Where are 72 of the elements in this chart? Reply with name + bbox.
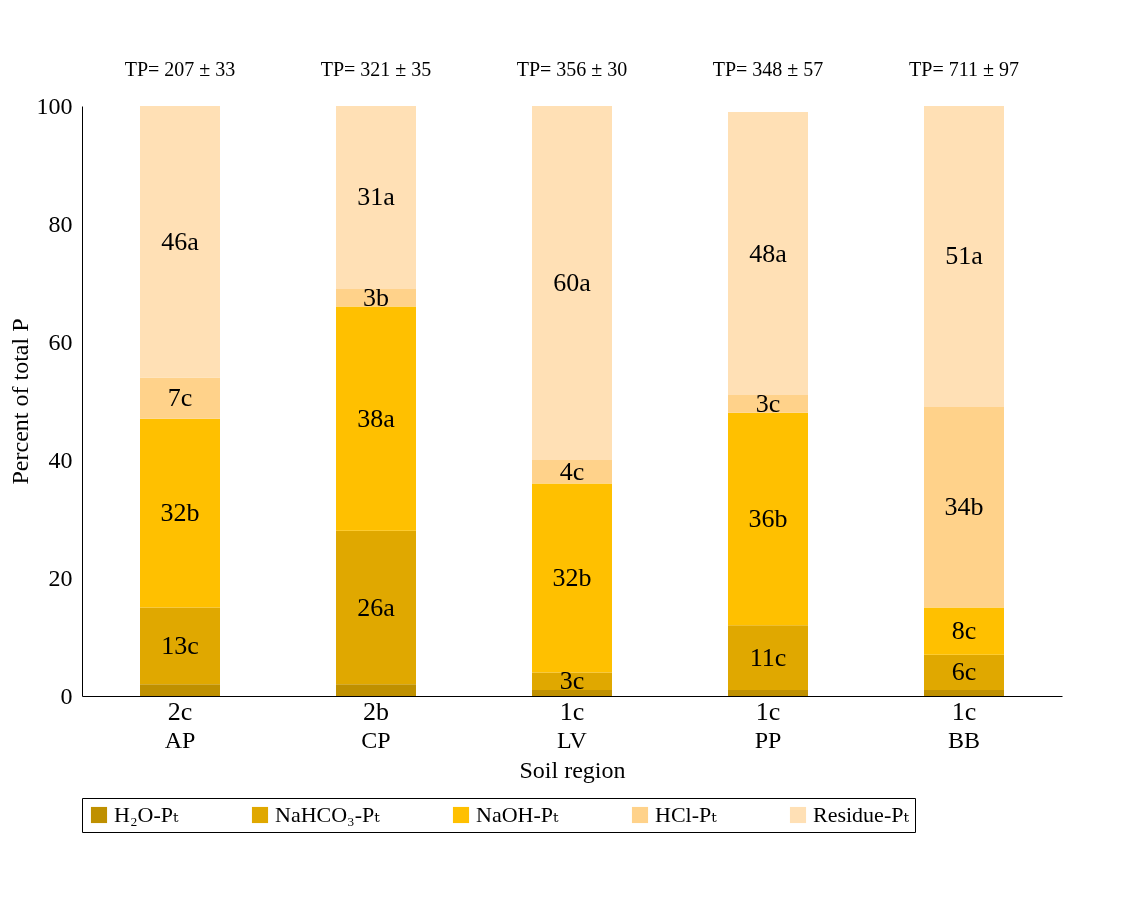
x-tick-label: CP <box>361 726 391 753</box>
bar <box>924 106 1004 407</box>
x-tick-label: LV <box>557 726 588 753</box>
data-label: 11c <box>749 642 787 672</box>
bar <box>728 625 808 691</box>
data-label: 2c <box>167 697 193 726</box>
data-label: 1c <box>755 697 781 726</box>
data-label: 31a <box>357 182 396 212</box>
y-tick-label: 40 <box>48 446 73 473</box>
y-tick-label: 20 <box>48 564 73 591</box>
y-tick-label: 0 <box>60 682 73 709</box>
bar <box>532 460 612 484</box>
data-label: 1c <box>559 697 585 726</box>
legend-label: HCl-Pₜ <box>655 802 718 827</box>
data-label: 51a <box>945 241 984 271</box>
data-label: 2b <box>363 697 389 726</box>
data-label: 6c <box>951 657 977 687</box>
text: TP= 207 ± 33 <box>124 58 236 80</box>
bar <box>336 306 416 531</box>
bar <box>532 106 612 460</box>
text: TP= 711 ± 97 <box>909 58 1019 80</box>
x-tick-label: AP <box>164 726 196 753</box>
bar <box>532 672 612 691</box>
legend-label: NaHCO₃-Pₜ <box>275 802 381 827</box>
bar <box>728 412 808 626</box>
bar <box>924 406 1004 608</box>
data-label: 4c <box>559 456 585 486</box>
text: TP= 348 ± 57 <box>712 58 824 80</box>
data-label: 60a <box>553 268 592 297</box>
legend-label: NaOH-Pₜ <box>476 802 559 827</box>
data-label: 48a <box>749 238 788 268</box>
bar <box>336 684 416 696</box>
x-tick-label: PP <box>754 726 782 753</box>
bar <box>728 395 808 413</box>
legend-label: Residue-Pₜ <box>813 802 910 827</box>
y-tick-label: 60 <box>48 328 73 355</box>
data-label: 46a <box>161 226 200 256</box>
bar <box>728 690 808 696</box>
bar <box>140 377 220 419</box>
bar <box>336 530 416 685</box>
y-tick-label: 100 <box>36 92 73 119</box>
data-label: 8c <box>951 616 977 646</box>
bar <box>924 654 1004 691</box>
x-axis-title: Soil region <box>519 756 626 783</box>
bar <box>140 418 220 608</box>
bar <box>532 483 612 673</box>
data-label: 3b <box>363 282 389 312</box>
bar <box>924 690 1004 696</box>
text: TP= 321 ± 35 <box>320 58 432 80</box>
data-label: 13c <box>161 630 199 660</box>
data-label: 3c <box>559 666 585 696</box>
bar <box>532 690 612 696</box>
data-label: 34b <box>944 492 984 522</box>
bar <box>140 106 220 378</box>
x-tick-label: BB <box>947 726 981 753</box>
bar <box>728 111 808 396</box>
y-axis-title: Percent of total P <box>6 318 33 485</box>
data-label: 32b <box>552 563 592 592</box>
legend-label: H₂O-Pₜ <box>114 802 180 827</box>
bar <box>140 684 220 696</box>
data-label: 36b <box>748 504 788 533</box>
data-label: 7c <box>167 383 193 413</box>
data-label: 38a <box>357 403 396 433</box>
data-label: 26a <box>357 592 396 622</box>
bar <box>140 607 220 685</box>
data-label: 1c <box>951 697 977 726</box>
bar <box>336 106 416 289</box>
y-tick-label: 80 <box>48 210 73 237</box>
text: TP= 356 ± 30 <box>516 58 628 80</box>
bar <box>924 607 1004 655</box>
data-label: 32b <box>160 498 200 528</box>
data-label: 3c <box>755 388 781 418</box>
